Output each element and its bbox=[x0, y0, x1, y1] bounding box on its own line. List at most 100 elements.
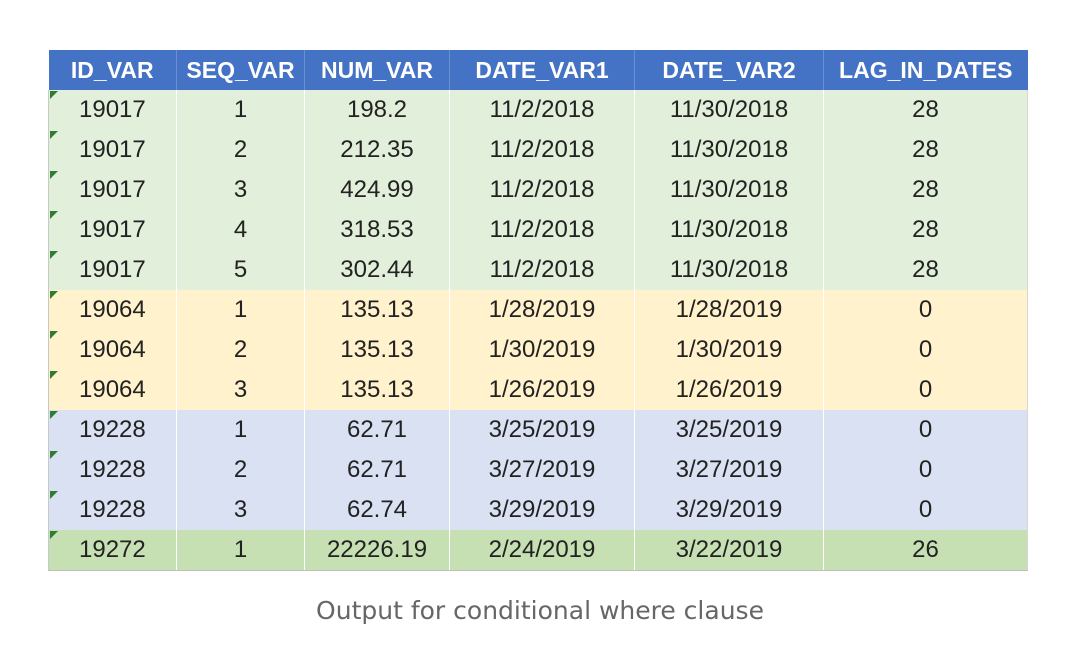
table-cell[interactable]: 1/26/2019 bbox=[449, 370, 635, 410]
table-cell[interactable]: 19064 bbox=[48, 370, 177, 410]
error-indicator-icon bbox=[50, 171, 58, 179]
table-cell[interactable]: 62.74 bbox=[304, 490, 450, 530]
table-cell[interactable]: 198.2 bbox=[304, 90, 450, 130]
error-indicator-icon bbox=[50, 491, 58, 499]
table-cell[interactable]: 11/2/2018 bbox=[449, 90, 635, 130]
table-row: 19017 4 318.53 11/2/2018 11/30/2018 28 bbox=[48, 210, 1028, 250]
table-cell[interactable]: 3 bbox=[176, 490, 305, 530]
cell-text: 19017 bbox=[79, 256, 146, 283]
table-cell[interactable]: 11/30/2018 bbox=[634, 250, 824, 290]
table-body: 19017 1 198.2 11/2/2018 11/30/2018 28 19017 2 21… bbox=[48, 90, 1028, 571]
table-cell[interactable]: 22226.19 bbox=[304, 530, 450, 571]
column-header[interactable]: ID_VAR bbox=[48, 50, 177, 90]
table-cell[interactable]: 4 bbox=[176, 210, 305, 250]
error-indicator-icon bbox=[50, 291, 58, 299]
table-cell[interactable]: 0 bbox=[823, 370, 1028, 410]
table-cell[interactable]: 0 bbox=[823, 490, 1028, 530]
table-cell[interactable]: 302.44 bbox=[304, 250, 450, 290]
table-cell[interactable]: 0 bbox=[823, 330, 1028, 370]
table-cell[interactable]: 26 bbox=[823, 530, 1028, 571]
table-cell[interactable]: 3/29/2019 bbox=[449, 490, 635, 530]
table-cell[interactable]: 2 bbox=[176, 330, 305, 370]
table-cell[interactable]: 1/28/2019 bbox=[634, 290, 824, 330]
table-cell[interactable]: 212.35 bbox=[304, 130, 450, 170]
table-cell[interactable]: 28 bbox=[823, 250, 1028, 290]
table-cell[interactable]: 3/25/2019 bbox=[634, 410, 824, 450]
table-cell[interactable]: 1/30/2019 bbox=[449, 330, 635, 370]
error-indicator-icon bbox=[50, 211, 58, 219]
table-row: 19017 5 302.44 11/2/2018 11/30/2018 28 bbox=[48, 250, 1028, 290]
table-cell[interactable]: 3/25/2019 bbox=[449, 410, 635, 450]
column-header[interactable]: SEQ_VAR bbox=[176, 50, 305, 90]
table-cell[interactable]: 19017 bbox=[48, 90, 177, 130]
table-cell[interactable]: 318.53 bbox=[304, 210, 450, 250]
table-cell[interactable]: 19064 bbox=[48, 290, 177, 330]
table-cell[interactable]: 1 bbox=[176, 90, 305, 130]
error-indicator-icon bbox=[50, 131, 58, 139]
column-header[interactable]: DATE_VAR2 bbox=[634, 50, 824, 90]
cell-text: 19017 bbox=[79, 136, 146, 163]
table-cell[interactable]: 1 bbox=[176, 290, 305, 330]
table-cell[interactable]: 1/26/2019 bbox=[634, 370, 824, 410]
table-cell[interactable]: 1/28/2019 bbox=[449, 290, 635, 330]
column-header[interactable]: DATE_VAR1 bbox=[449, 50, 635, 90]
table-cell[interactable]: 1 bbox=[176, 410, 305, 450]
table-cell[interactable]: 11/30/2018 bbox=[634, 90, 824, 130]
table-cell[interactable]: 28 bbox=[823, 170, 1028, 210]
table-cell[interactable]: 19017 bbox=[48, 250, 177, 290]
table-cell[interactable]: 3 bbox=[176, 370, 305, 410]
table-cell[interactable]: 11/2/2018 bbox=[449, 210, 635, 250]
table-cell[interactable]: 19272 bbox=[48, 530, 177, 571]
table-cell[interactable]: 19228 bbox=[48, 450, 177, 490]
table-cell[interactable]: 28 bbox=[823, 210, 1028, 250]
table-cell[interactable]: 11/30/2018 bbox=[634, 210, 824, 250]
cell-text: 19017 bbox=[79, 96, 146, 123]
table-cell[interactable]: 3 bbox=[176, 170, 305, 210]
table-cell[interactable]: 0 bbox=[823, 290, 1028, 330]
table-cell[interactable]: 3/27/2019 bbox=[634, 450, 824, 490]
table-cell[interactable]: 135.13 bbox=[304, 370, 450, 410]
table-cell[interactable]: 28 bbox=[823, 130, 1028, 170]
table-row: 19017 3 424.99 11/2/2018 11/30/2018 28 bbox=[48, 170, 1028, 210]
table-cell[interactable]: 5 bbox=[176, 250, 305, 290]
table-cell[interactable]: 2 bbox=[176, 450, 305, 490]
error-indicator-icon bbox=[50, 531, 58, 539]
table-cell[interactable]: 19017 bbox=[48, 130, 177, 170]
table-cell[interactable]: 19017 bbox=[48, 170, 177, 210]
table-cell[interactable]: 2 bbox=[176, 130, 305, 170]
table-cell[interactable]: 3/29/2019 bbox=[634, 490, 824, 530]
table-cell[interactable]: 19228 bbox=[48, 410, 177, 450]
table-row: 19228 2 62.71 3/27/2019 3/27/2019 0 bbox=[48, 450, 1028, 490]
table-cell[interactable]: 2/24/2019 bbox=[449, 530, 635, 571]
table-cell[interactable]: 135.13 bbox=[304, 290, 450, 330]
table-cell[interactable]: 0 bbox=[823, 410, 1028, 450]
table-cell[interactable]: 11/30/2018 bbox=[634, 170, 824, 210]
table-row: 19017 2 212.35 11/2/2018 11/30/2018 28 bbox=[48, 130, 1028, 170]
table-cell[interactable]: 19064 bbox=[48, 330, 177, 370]
table-cell[interactable]: 11/2/2018 bbox=[449, 130, 635, 170]
column-header[interactable]: NUM_VAR bbox=[304, 50, 450, 90]
data-table: ID_VAR SEQ_VAR NUM_VAR DATE_VAR1 DATE_VA… bbox=[48, 50, 1028, 571]
cell-text: 19017 bbox=[79, 216, 146, 243]
table-cell[interactable]: 19228 bbox=[48, 490, 177, 530]
table-cell[interactable]: 11/30/2018 bbox=[634, 130, 824, 170]
table-cell[interactable]: 424.99 bbox=[304, 170, 450, 210]
table-cell[interactable]: 62.71 bbox=[304, 410, 450, 450]
error-indicator-icon bbox=[50, 91, 58, 99]
table-cell[interactable]: 19017 bbox=[48, 210, 177, 250]
error-indicator-icon bbox=[50, 331, 58, 339]
table-cell[interactable]: 62.71 bbox=[304, 450, 450, 490]
table-cell[interactable]: 3/27/2019 bbox=[449, 450, 635, 490]
spreadsheet-table: ID_VAR SEQ_VAR NUM_VAR DATE_VAR1 DATE_VA… bbox=[48, 50, 1028, 571]
table-cell[interactable]: 28 bbox=[823, 90, 1028, 130]
table-cell[interactable]: 1 bbox=[176, 530, 305, 571]
table-cell[interactable]: 0 bbox=[823, 450, 1028, 490]
table-cell[interactable]: 11/2/2018 bbox=[449, 250, 635, 290]
table-cell[interactable]: 1/30/2019 bbox=[634, 330, 824, 370]
table-row: 19228 1 62.71 3/25/2019 3/25/2019 0 bbox=[48, 410, 1028, 450]
table-cell[interactable]: 3/22/2019 bbox=[634, 530, 824, 571]
cell-text: 19228 bbox=[79, 416, 146, 443]
table-cell[interactable]: 11/2/2018 bbox=[449, 170, 635, 210]
column-header[interactable]: LAG_IN_DATES bbox=[823, 50, 1028, 90]
table-cell[interactable]: 135.13 bbox=[304, 330, 450, 370]
